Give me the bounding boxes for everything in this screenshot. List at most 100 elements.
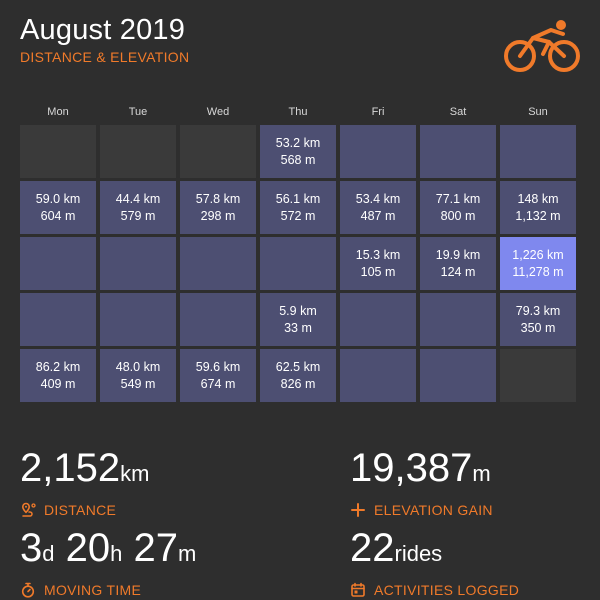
calendar-cell-empty — [20, 125, 96, 178]
map-pin-route-icon — [21, 502, 36, 517]
calendar-day-cell: 56.1 km 572 m — [260, 181, 336, 234]
calendar-day-cell: 48.0 km 549 m — [100, 349, 176, 402]
distance-value: 2,152 — [20, 446, 121, 490]
cell-elevation: 1,132 m — [515, 208, 561, 223]
cell-distance: 48.0 km — [115, 359, 161, 374]
elevation-value: 19,387 — [350, 446, 473, 490]
cell-elevation: 674 m — [200, 376, 236, 391]
weekday-header: Tue — [128, 106, 148, 118]
cell-distance: 44.4 km — [115, 191, 161, 206]
weekday-header: Sun — [528, 106, 548, 118]
calendar-day-cell: 59.6 km 674 m — [180, 349, 256, 402]
calendar-day-cell: 57.8 km 298 m — [180, 181, 256, 234]
moving-time-hours: 20 — [65, 526, 111, 570]
cell-elevation: 11,278 m — [512, 264, 564, 279]
calendar-day-cell — [420, 293, 496, 346]
calendar-day-cell: 15.3 km 105 m — [340, 237, 416, 290]
calendar-day-cell — [500, 125, 576, 178]
calendar-grid: 53.2 km 568 m 59.0 km 604 m 44.4 km 579 m 57.8… — [20, 125, 580, 405]
cell-distance: 62.5 km — [275, 359, 321, 374]
cell-distance: 57.8 km — [195, 191, 241, 206]
stat-moving-time: 3d 20h 27m MOVING TIME — [20, 528, 196, 598]
page-title: August 2019 — [20, 14, 186, 46]
moving-time-label: MOVING TIME — [44, 582, 142, 598]
cell-distance: 1,226 km — [512, 247, 564, 262]
cell-distance: 5.9 km — [279, 303, 317, 318]
calendar-day-cell — [340, 125, 416, 178]
cell-elevation: 568 m — [280, 152, 316, 167]
calendar-day-cell — [100, 237, 176, 290]
calendar-day-cell: 53.2 km 568 m — [260, 125, 336, 178]
calendar-day-cell: 44.4 km 579 m — [100, 181, 176, 234]
cell-elevation: 33 m — [284, 320, 312, 335]
weekday-header: Mon — [47, 106, 69, 118]
calendar-day-cell: 86.2 km 409 m — [20, 349, 96, 402]
calendar-day-cell: 77.1 km 800 m — [420, 181, 496, 234]
weekday-header: Thu — [288, 106, 308, 118]
weekday-header: Sat — [449, 106, 467, 118]
stat-distance: 2,152km DISTANCE — [20, 448, 149, 518]
plus-icon — [351, 503, 365, 517]
cell-elevation: 572 m — [280, 208, 316, 223]
calendar-day-cell — [180, 237, 256, 290]
activities-unit: rides — [394, 541, 443, 566]
cell-elevation: 487 m — [360, 208, 396, 223]
calendar-week-total-cell: 1,226 km 11,278 m — [500, 237, 576, 290]
calendar-day-cell — [420, 349, 496, 402]
elevation-unit: m — [472, 461, 491, 486]
stopwatch-icon — [21, 582, 35, 598]
moving-time-days: 3 — [20, 526, 43, 570]
cell-elevation: 800 m — [440, 208, 476, 223]
calendar-day-cell — [100, 293, 176, 346]
cell-distance: 56.1 km — [275, 191, 321, 206]
cell-distance: 19.9 km — [435, 247, 481, 262]
calendar-day-cell — [420, 125, 496, 178]
calendar-icon — [351, 582, 365, 597]
cell-distance: 15.3 km — [355, 247, 401, 262]
cell-distance: 53.2 km — [275, 135, 321, 150]
calendar-day-cell — [20, 293, 96, 346]
calendar-cell-empty — [180, 125, 256, 178]
distance-label: DISTANCE — [44, 502, 117, 518]
calendar-day-cell: 5.9 km 33 m — [260, 293, 336, 346]
cell-elevation: 124 m — [440, 264, 476, 279]
cell-distance: 59.6 km — [195, 359, 241, 374]
cell-elevation: 604 m — [40, 208, 76, 223]
cell-distance: 77.1 km — [435, 191, 481, 206]
activities-label: ACTIVITIES LOGGED — [374, 582, 520, 598]
calendar-day-cell — [20, 237, 96, 290]
page-subtitle: DISTANCE & ELEVATION — [20, 49, 190, 65]
calendar-day-cell: 59.0 km 604 m — [20, 181, 96, 234]
weekday-header-row: Mon Tue Wed Thu Fri Sat Sun — [20, 106, 580, 120]
calendar-day-cell: 19.9 km 124 m — [420, 237, 496, 290]
calendar-day-cell: 62.5 km 826 m — [260, 349, 336, 402]
cell-elevation: 298 m — [200, 208, 236, 223]
elevation-label: ELEVATION GAIN — [374, 502, 493, 518]
distance-unit: km — [120, 461, 150, 486]
stat-elevation-gain: 19,387m ELEVATION GAIN — [350, 448, 493, 518]
moving-time-hours-unit: h — [110, 541, 123, 566]
calendar-day-cell — [340, 293, 416, 346]
cell-distance: 86.2 km — [35, 359, 81, 374]
cell-distance: 148 km — [517, 191, 559, 206]
calendar-cell-empty — [100, 125, 176, 178]
cell-distance: 53.4 km — [355, 191, 401, 206]
cell-elevation: 350 m — [520, 320, 556, 335]
stat-activities: 22rides ACTIVITIES LOGGED — [350, 528, 519, 598]
cell-elevation: 826 m — [280, 376, 316, 391]
calendar-day-cell: 148 km 1,132 m — [500, 181, 576, 234]
cell-distance: 59.0 km — [35, 191, 81, 206]
calendar-day-cell: 79.3 km 350 m — [500, 293, 576, 346]
cell-distance: 79.3 km — [515, 303, 561, 318]
cell-elevation: 579 m — [120, 208, 156, 223]
cyclist-icon — [504, 20, 580, 72]
calendar-day-cell — [180, 293, 256, 346]
weekday-header: Wed — [206, 106, 230, 118]
calendar-day-cell — [340, 349, 416, 402]
cell-elevation: 105 m — [360, 264, 396, 279]
activities-value: 22 — [350, 526, 395, 570]
weekday-header: Fri — [371, 106, 385, 118]
calendar-day-cell: 53.4 km 487 m — [340, 181, 416, 234]
calendar-day-cell — [260, 237, 336, 290]
moving-time-days-unit: d — [42, 541, 55, 566]
